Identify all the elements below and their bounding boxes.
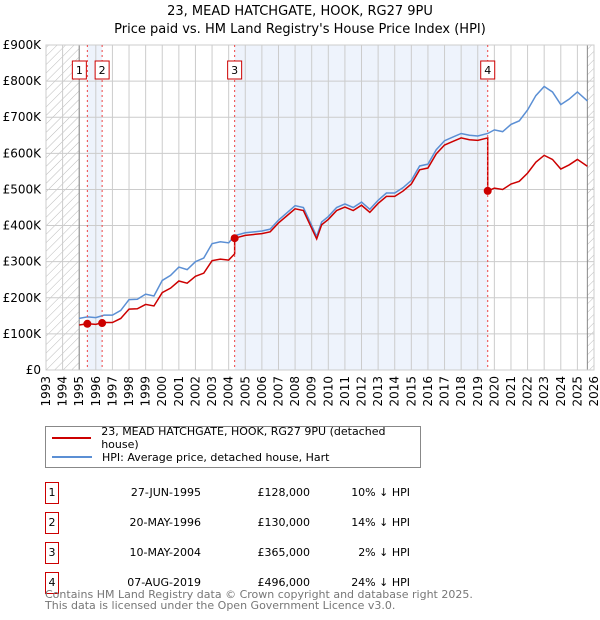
x-tick-label: 2026 [587,376,600,407]
y-tick-label: £700K [3,110,43,124]
sale-label-box [71,60,87,80]
x-tick-label: 2024 [554,376,568,407]
sale-price: £365,000 [257,546,311,559]
x-tick-label: 2005 [238,376,252,407]
x-tick-label: 1997 [105,376,119,407]
sale-marker-number: 1 [45,482,59,504]
y-tick-label: £500K [3,182,43,196]
footer-line: Contains HM Land Registry data © Crown c… [45,588,473,601]
x-tick-label: 2020 [487,376,501,407]
sale-price: £496,000 [257,576,311,589]
y-tick-label: £100K [3,327,43,341]
sale-label-box [227,60,243,80]
plot-area: £0 £100K £200K £300K £400K £500K £600K £700K £80… [3,38,600,407]
x-tick-label: 2014 [388,376,402,407]
chart-subtitle: Price paid vs. HM Land Registry's House … [114,22,486,37]
sale-date: 07-AUG-2019 [127,576,201,589]
shaded-period [87,45,103,370]
x-tick-label: 2013 [371,376,385,407]
sale-point [83,319,92,328]
sale-point [483,186,492,195]
sale-date: 20-MAY-1996 [129,516,201,529]
y-tick-label: £200K [3,291,43,305]
hpi-line [79,85,588,320]
x-tick-label: 2012 [355,376,369,407]
x-tick-label: 2008 [288,376,302,407]
y-tick-label: £900K [3,38,43,52]
x-tick-label: 2022 [521,376,535,407]
plot-border [45,44,595,371]
sale-date: 27-JUN-1995 [130,486,201,499]
x-tick-label: 2025 [570,376,584,407]
sale-point [230,234,239,243]
x-tick-label: 1999 [139,376,153,407]
footer: Contains HM Land Registry data © Crown c… [45,589,473,611]
sale-marker-number: 2 [45,512,59,534]
x-tick-label: 2021 [504,376,518,407]
x-tick-label: 2000 [155,376,169,407]
legend-item-property: 23, MEAD HATCHGATE, HOOK, RG27 9PU (deta… [52,425,420,451]
sale-point [98,319,107,328]
x-tick-label: 2004 [222,376,236,407]
sale-row: 1 27-JUN-1995 £128,000 10% ↓ HPI [45,482,425,504]
y-tick-label: £0 [26,363,41,377]
sale-label: 1 [76,64,83,77]
x-tick-label: 2002 [188,376,202,407]
x-tick-label: 1996 [89,376,103,407]
sale-date: 10-MAY-2004 [129,546,201,559]
sale-row: 3 10-MAY-2004 £365,000 2% ↓ HPI [45,542,425,564]
x-tick-label: 2019 [471,376,485,407]
x-tick-label: 1998 [122,376,136,407]
sale-price: £130,000 [257,516,311,529]
x-tick-label: 2006 [255,376,269,407]
sale-hpi-diff: 14% ↓ HPI [351,516,410,529]
x-tick-label: 2009 [305,376,319,407]
x-tick-label: 1993 [39,376,53,407]
x-tick-label: 2017 [438,376,452,407]
x-tick-label: 1995 [72,376,86,407]
legend-label: HPI: Average price, detached house, Hart [102,450,330,464]
x-tick-label: 2015 [404,376,418,407]
sale-label: 3 [231,64,238,77]
x-tick-label: 2011 [338,376,352,407]
y-tick-label: £300K [3,255,43,269]
sale-row: 4 07-AUG-2019 £496,000 24% ↓ HPI [45,572,425,594]
legend: 23, MEAD HATCHGATE, HOOK, RG27 9PU (deta… [45,425,421,468]
chart-title: 23, MEAD HATCHGATE, HOOK, RG27 9PU [167,4,433,19]
sale-row: 2 20-MAY-1996 £130,000 14% ↓ HPI [45,512,425,534]
footer-line: This data is licensed under the Open Gov… [45,599,396,612]
sale-label-box [94,60,110,80]
x-tick-label: 2016 [421,376,435,407]
x-tick-label: 2007 [271,376,285,407]
sale-label-box [480,60,496,80]
sale-hpi-diff: 10% ↓ HPI [351,486,410,499]
legend-item-hpi: HPI: Average price, detached house, Hart [52,448,329,466]
sale-marker-number: 4 [45,572,59,594]
sale-label: 2 [99,64,106,77]
x-tick-label: 2001 [172,376,186,407]
x-tick-label: 2023 [537,376,551,407]
y-tick-label: £400K [3,219,43,233]
x-tick-label: 2003 [205,376,219,407]
sale-hpi-diff: 2% ↓ HPI [358,546,410,559]
sale-hpi-diff: 24% ↓ HPI [351,576,410,589]
x-tick-label: 2018 [454,376,468,407]
x-tick-label: 1994 [56,376,70,407]
hatched-region [587,45,594,370]
y-tick-label: £800K [3,74,43,88]
sale-label: 4 [484,64,491,77]
legend-label: 23, MEAD HATCHGATE, HOOK, RG27 9PU (deta… [101,425,386,451]
y-tick-label: £600K [3,146,43,160]
sale-marker-number: 3 [45,542,59,564]
x-tick-label: 2010 [321,376,335,407]
sale-price: £128,000 [257,486,311,499]
